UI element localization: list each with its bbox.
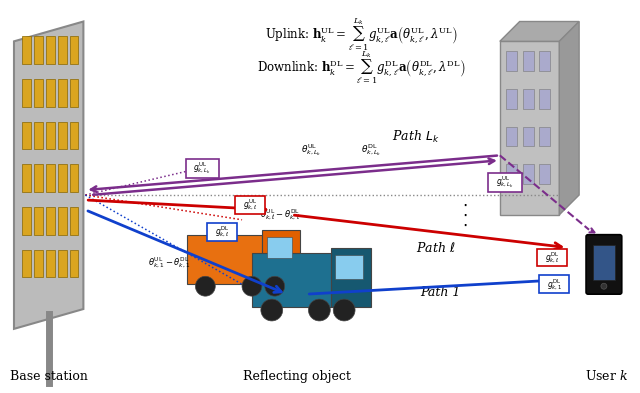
Bar — [500, 41, 559, 215]
Bar — [523, 51, 534, 71]
Circle shape — [265, 276, 285, 296]
Circle shape — [601, 283, 607, 289]
Bar — [58, 122, 67, 149]
Text: $\theta_{k,1}^{\mathrm{UL}} - \theta_{k,1}^{\mathrm{DL}}$: $\theta_{k,1}^{\mathrm{UL}} - \theta_{k,… — [148, 255, 190, 270]
Text: Downlink: $\mathbf{h}_k^{\mathrm{DL}} = \sum_{\ell=1}^{L_k} g_{k,\ell}^{\mathrm{: Downlink: $\mathbf{h}_k^{\mathrm{DL}} = … — [257, 47, 465, 86]
Bar — [34, 164, 43, 192]
Bar — [22, 250, 31, 277]
Bar — [188, 235, 262, 284]
Bar — [58, 79, 67, 107]
FancyBboxPatch shape — [586, 235, 621, 294]
Bar — [70, 79, 79, 107]
Bar — [45, 79, 54, 107]
Bar — [70, 122, 79, 149]
Bar — [506, 127, 516, 147]
Bar — [523, 89, 534, 109]
Bar — [22, 37, 31, 64]
Circle shape — [242, 276, 262, 296]
Bar — [45, 122, 54, 149]
Bar — [506, 89, 516, 109]
Text: $\cdot$: $\cdot$ — [462, 206, 468, 224]
Text: $g_{k,\ell}^{\mathrm{DL}}$: $g_{k,\ell}^{\mathrm{DL}}$ — [215, 224, 230, 239]
Bar — [58, 250, 67, 277]
Circle shape — [195, 276, 215, 296]
Text: $\theta_{k,\ell}^{\mathrm{UL}} - \theta_{k,\ell}^{\mathrm{DL}}$: $\theta_{k,\ell}^{\mathrm{UL}} - \theta_… — [260, 208, 300, 222]
Text: $g_{k,\ell}^{\mathrm{UL}}$: $g_{k,\ell}^{\mathrm{UL}}$ — [243, 198, 257, 212]
FancyBboxPatch shape — [540, 275, 569, 293]
Text: Path $\ell$: Path $\ell$ — [415, 241, 455, 255]
Circle shape — [261, 299, 283, 321]
Bar — [262, 230, 300, 284]
Text: $\cdot$: $\cdot$ — [462, 196, 468, 214]
Bar — [22, 79, 31, 107]
Bar — [252, 253, 332, 307]
Bar — [540, 89, 550, 109]
Text: Base station: Base station — [10, 370, 88, 384]
Text: $\cdot$: $\cdot$ — [462, 216, 468, 234]
FancyBboxPatch shape — [538, 248, 567, 266]
Text: User $k$: User $k$ — [586, 369, 628, 384]
Polygon shape — [559, 22, 579, 215]
Bar — [523, 127, 534, 147]
Bar — [22, 122, 31, 149]
Text: Path $L_k$: Path $L_k$ — [392, 129, 439, 145]
Bar — [70, 37, 79, 64]
Bar — [45, 207, 54, 235]
FancyBboxPatch shape — [235, 196, 265, 214]
FancyBboxPatch shape — [488, 173, 522, 191]
Text: $\theta_{k,L_k}^{\mathrm{UL}}$: $\theta_{k,L_k}^{\mathrm{UL}}$ — [301, 142, 322, 158]
Polygon shape — [14, 22, 83, 329]
Bar — [593, 244, 615, 280]
Bar — [58, 164, 67, 192]
Bar — [34, 79, 43, 107]
Bar — [45, 164, 54, 192]
Polygon shape — [500, 22, 579, 41]
Bar — [34, 37, 43, 64]
Text: $g_{k,1}^{\mathrm{DL}}$: $g_{k,1}^{\mathrm{DL}}$ — [547, 277, 562, 292]
Bar — [540, 51, 550, 71]
Bar — [335, 255, 363, 279]
Bar — [332, 248, 371, 307]
Bar — [506, 51, 516, 71]
Bar — [22, 164, 31, 192]
Bar — [70, 250, 79, 277]
Bar — [70, 207, 79, 235]
Bar — [58, 207, 67, 235]
Bar — [267, 237, 292, 259]
Bar — [45, 37, 54, 64]
Bar — [45, 250, 54, 277]
Bar — [34, 122, 43, 149]
Bar — [540, 164, 550, 184]
Text: Uplink: $\mathbf{h}_k^{\mathrm{UL}} = \sum_{\ell=1}^{L_k} g_{k,\ell}^{\mathrm{UL: Uplink: $\mathbf{h}_k^{\mathrm{UL}} = \s… — [265, 14, 458, 53]
FancyBboxPatch shape — [207, 223, 237, 241]
Bar — [22, 207, 31, 235]
Text: $g_{k,L_k}^{\mathrm{UL}}$: $g_{k,L_k}^{\mathrm{UL}}$ — [193, 160, 211, 176]
Text: $\theta_{k,L_k}^{\mathrm{DL}}$: $\theta_{k,L_k}^{\mathrm{DL}}$ — [360, 142, 381, 158]
Bar — [523, 164, 534, 184]
Bar — [70, 164, 79, 192]
FancyBboxPatch shape — [186, 159, 220, 178]
Bar — [58, 37, 67, 64]
Text: $g_{k,L_k}^{\mathrm{UL}}$: $g_{k,L_k}^{\mathrm{UL}}$ — [496, 174, 514, 190]
Bar — [506, 164, 516, 184]
Text: Path 1: Path 1 — [420, 286, 461, 299]
Text: $g_{k,\ell}^{\mathrm{DL}}$: $g_{k,\ell}^{\mathrm{DL}}$ — [545, 250, 559, 265]
Circle shape — [308, 299, 330, 321]
Circle shape — [333, 299, 355, 321]
Bar — [34, 207, 43, 235]
Bar — [540, 127, 550, 147]
Text: Reflecting object: Reflecting object — [243, 370, 351, 384]
Bar — [34, 250, 43, 277]
